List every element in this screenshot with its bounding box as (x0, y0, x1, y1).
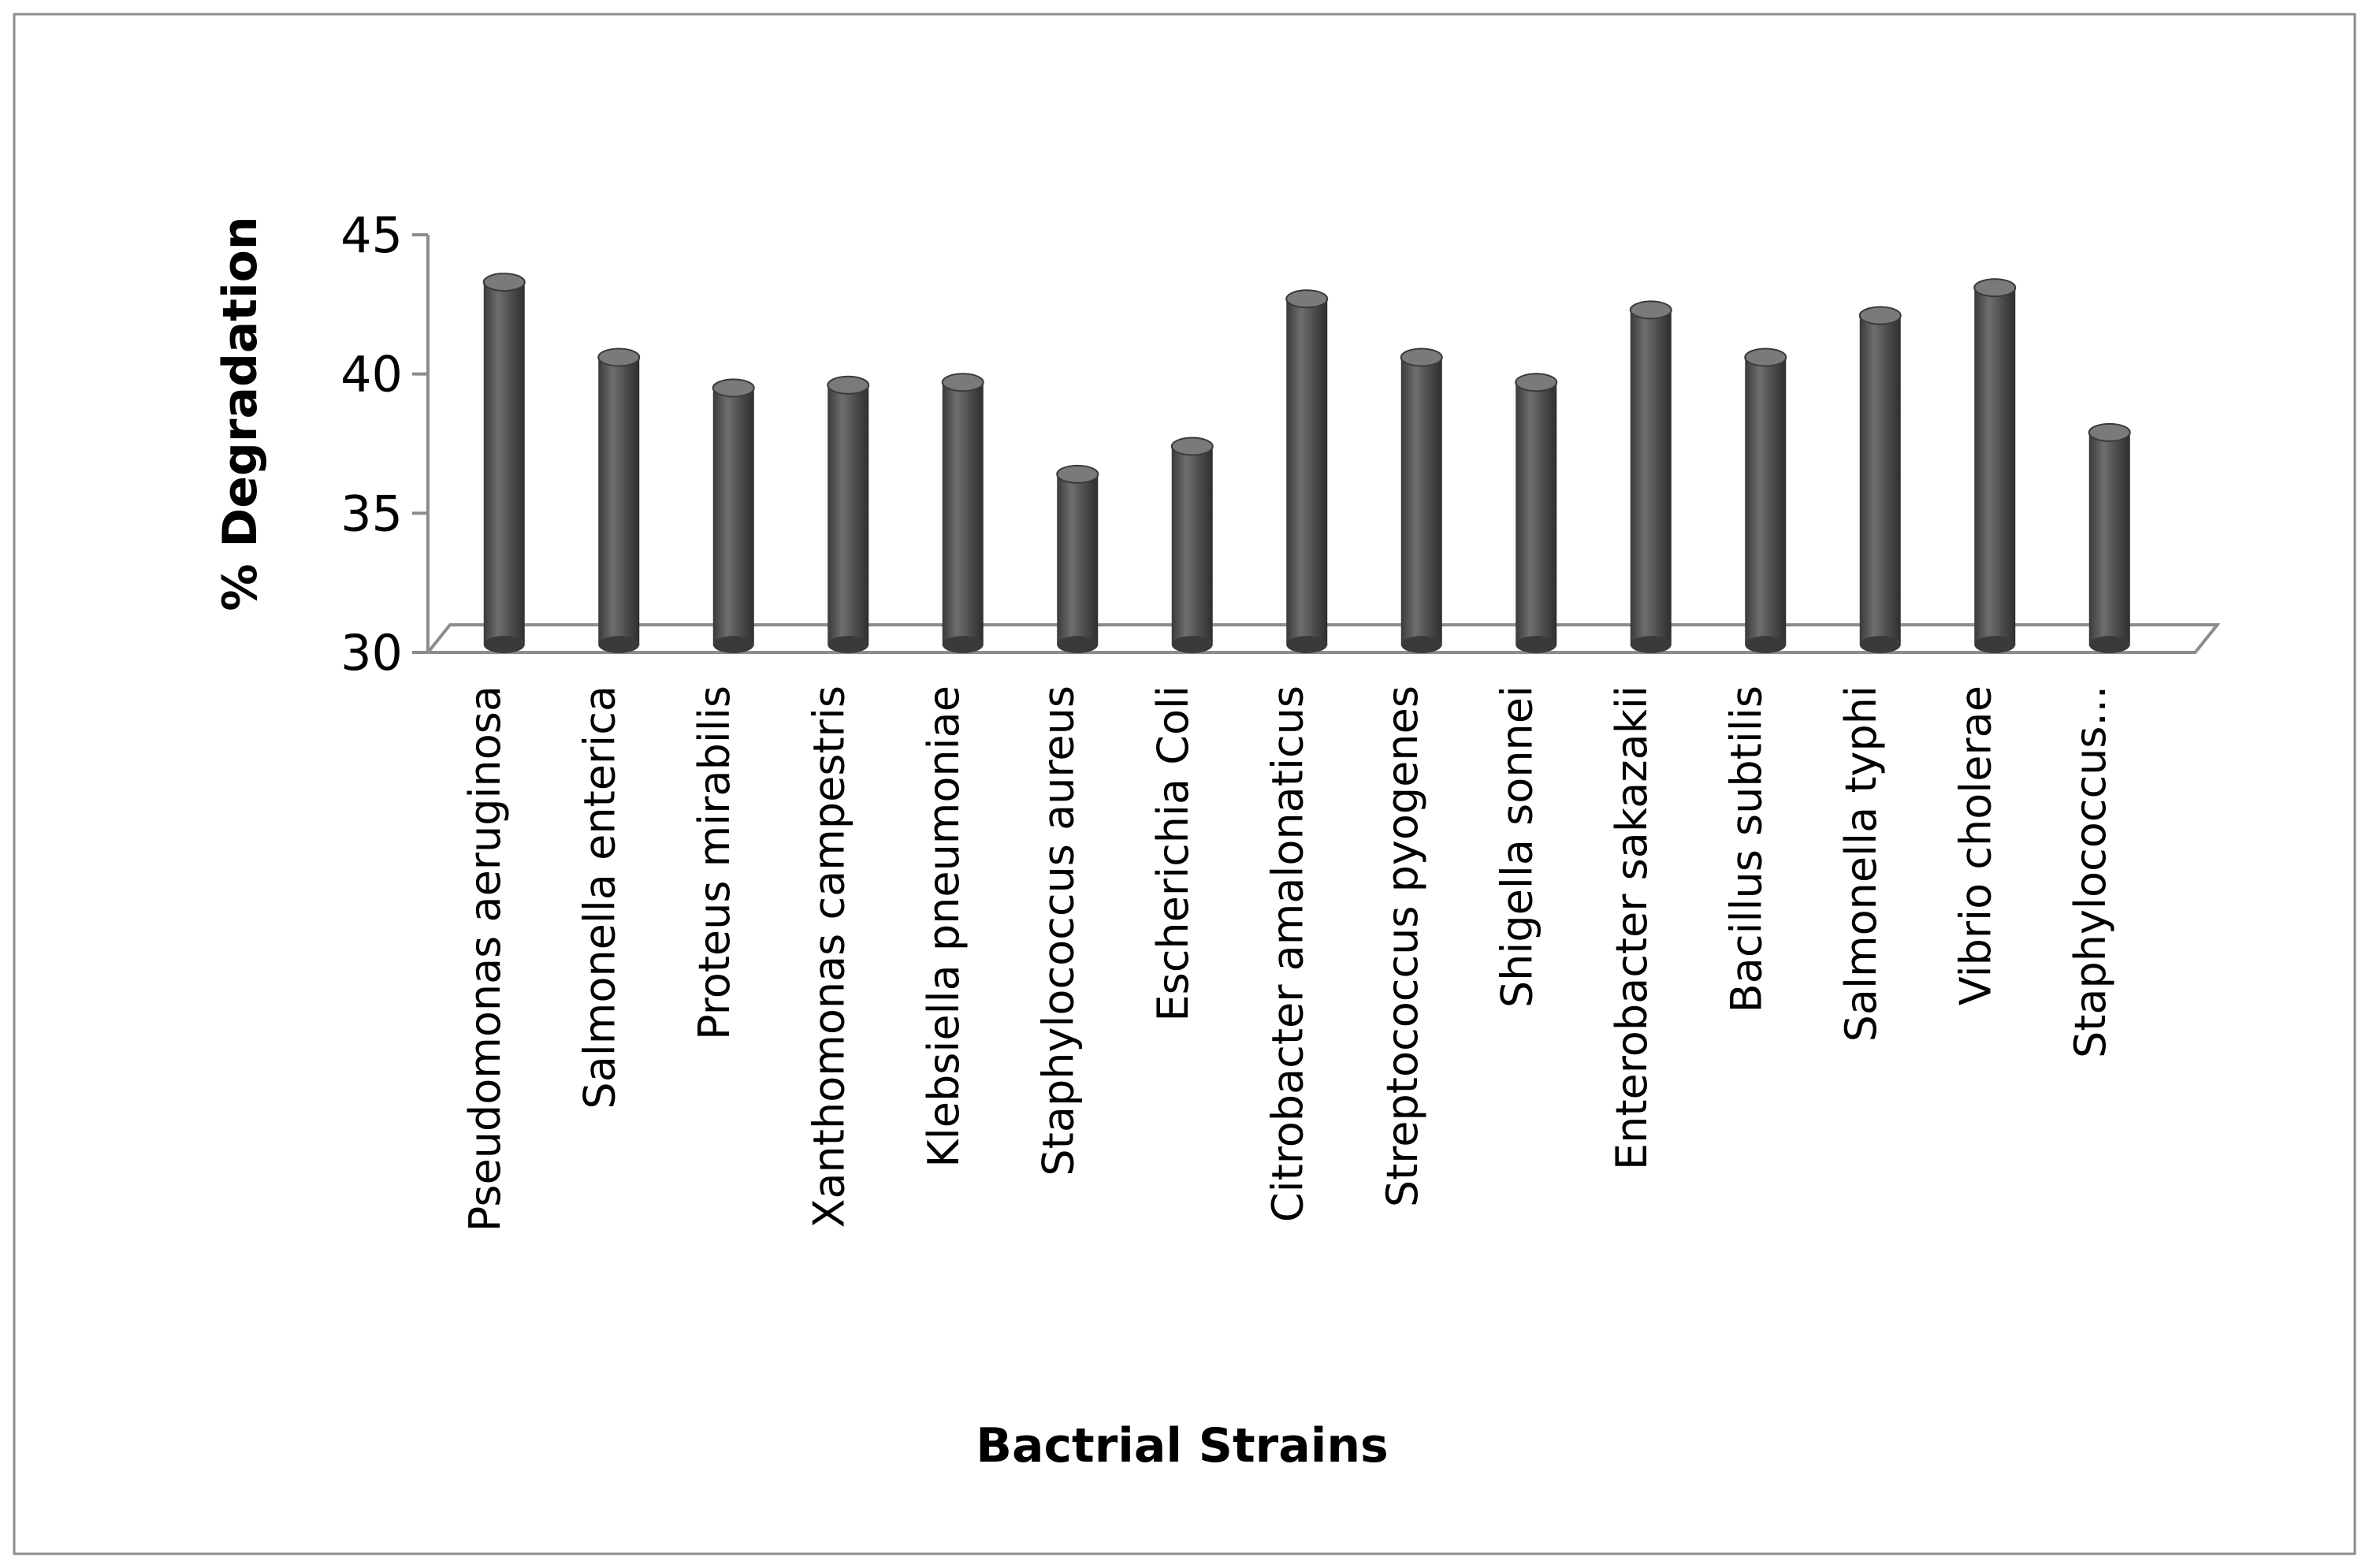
bar-base (1630, 636, 1672, 653)
x-tick-label: Klebsiella pneumoniae (919, 686, 969, 1168)
bar (941, 373, 984, 653)
x-tick-labels: Pseudomonas aeruginosa Salmonella enteric… (460, 686, 2115, 1232)
bar-top (597, 347, 641, 367)
bar-body (1286, 299, 1328, 645)
x-axis-title: Bactrial Strains (976, 1418, 1389, 1473)
bar-base (1859, 636, 1901, 653)
y-tick-label: 30 (340, 624, 403, 682)
bar-body (1171, 446, 1213, 645)
bar-top (1858, 306, 1902, 325)
bar-top (482, 273, 526, 292)
bar (2088, 422, 2131, 653)
bar-body (1974, 288, 2016, 645)
bar (1744, 347, 1787, 653)
bar-body (1630, 310, 1672, 645)
y-axis-title: % Degradation (213, 216, 268, 611)
bar-base (1400, 636, 1442, 653)
bar (1400, 347, 1443, 653)
bar (1056, 464, 1099, 653)
bar-top (1170, 437, 1214, 456)
bar-body (1515, 382, 1557, 645)
bar (1629, 300, 1672, 653)
bar-base (1745, 636, 1787, 653)
y-tick-labels: 30 35 40 45 (340, 206, 403, 682)
bar-body (598, 357, 640, 645)
bar (1973, 278, 2017, 653)
x-tick-label: Escherichia Coli (1148, 686, 1198, 1022)
bar (482, 273, 526, 653)
bar-body (1057, 474, 1099, 645)
bar-top (1515, 373, 1558, 392)
bar (597, 347, 641, 653)
bar-top (1744, 347, 1787, 367)
y-tick-label: 40 (340, 346, 403, 403)
bar (1515, 373, 1558, 653)
x-tick-label: Salmonella typhi (1836, 686, 1886, 1042)
bar-top (712, 378, 755, 398)
bar-base (827, 636, 869, 653)
bar-base (942, 636, 984, 653)
bar-body (827, 385, 869, 645)
bar-base (1171, 636, 1213, 653)
bar (712, 378, 755, 653)
x-tick-label: Salmonella enterica (575, 686, 624, 1109)
bar (827, 375, 870, 653)
bar-body (483, 282, 525, 645)
bar-base (483, 636, 525, 653)
bar-top (1400, 347, 1443, 367)
chart-border (13, 13, 2356, 1555)
bar-body (1745, 357, 1787, 645)
x-tick-label: Proteus mirabilis (690, 686, 739, 1040)
bar-top (2088, 422, 2131, 442)
x-tick-label: Pseudomonas aeruginosa (460, 686, 510, 1232)
bar-body (1400, 357, 1442, 645)
bar-base (1057, 636, 1099, 653)
bar-top (1056, 464, 1099, 484)
bar-top (1973, 278, 2017, 298)
y-tick-label: 45 (340, 206, 403, 264)
bar-top (941, 373, 984, 392)
bar-base (1515, 636, 1557, 653)
bar-top (827, 375, 870, 395)
bar-base (1974, 636, 2016, 653)
axes (412, 233, 430, 654)
bar-body (1859, 315, 1901, 645)
x-tick-label: Staphylococcus... (2066, 686, 2115, 1058)
x-tick-label: Bacillus subtilis (1721, 686, 1771, 1013)
x-tick-label: Shigella sonnei (1492, 686, 1542, 1008)
bar-body (2088, 432, 2130, 645)
bar-body (712, 388, 754, 645)
bar-top (1285, 289, 1329, 309)
x-tick-label: Streptococcus pyogenes (1378, 686, 1427, 1207)
x-tick-label: Staphylococcus aureus (1033, 686, 1083, 1176)
bar-base (598, 636, 640, 653)
bar-base (712, 636, 754, 653)
x-tick-label: Citrobacter amalonaticus (1263, 686, 1312, 1222)
bars (482, 273, 2131, 653)
bar-base (1286, 636, 1328, 653)
bar (1858, 306, 1902, 653)
x-tick-label: Enterobacter sakazakii (1607, 686, 1657, 1170)
bar-body (942, 382, 984, 645)
bar-base (2088, 636, 2130, 653)
bar (1285, 289, 1329, 653)
bar (1170, 437, 1214, 653)
x-tick-label: Vibrio cholerae (1951, 686, 2000, 1005)
y-tick-label: 35 (340, 485, 403, 542)
x-tick-label: Xanthomonas campestris (804, 686, 854, 1228)
bar-top (1629, 300, 1672, 320)
